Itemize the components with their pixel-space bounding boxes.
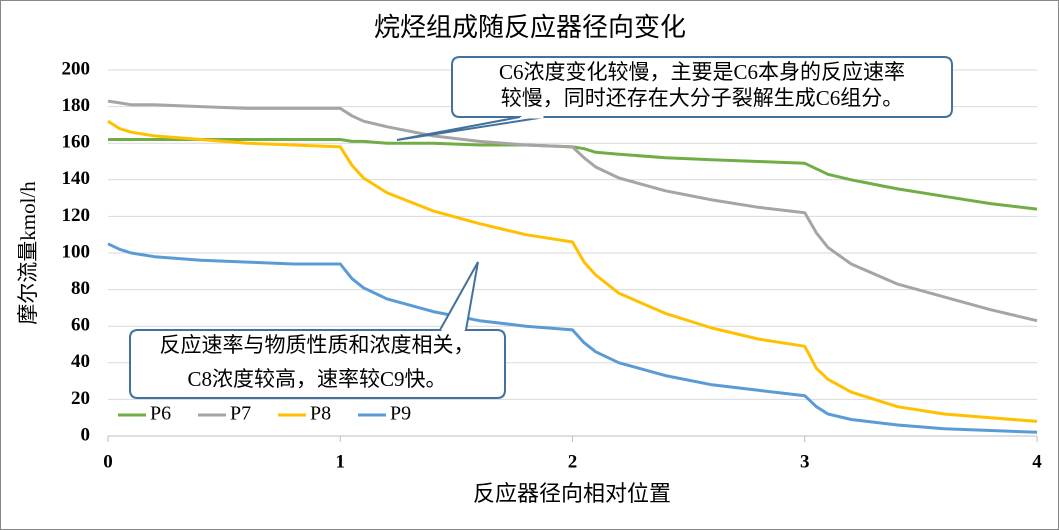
x-tick-label: 4: [1032, 451, 1042, 472]
legend-label: P8: [310, 403, 331, 425]
x-tick-label: 1: [336, 451, 346, 472]
y-tick-label: 200: [62, 58, 91, 79]
callout-pointer: [439, 261, 479, 331]
annotation-text: 反应速率与物质性质和浓度相关，: [160, 333, 475, 357]
callout: C6浓度变化较慢，主要是C6本身的反应速率较慢，同时还存在大分子裂解生成C6组分…: [396, 56, 953, 141]
callout: 反应速率与物质性质和浓度相关， C8浓度较高，速率较C9快。: [129, 261, 506, 399]
callout-box: [451, 56, 953, 118]
callout-pointer: [396, 116, 546, 141]
y-tick-label: 180: [62, 95, 91, 116]
y-tick-label: 120: [62, 205, 91, 226]
y-tick-label: 20: [71, 388, 90, 409]
x-tick-label: 2: [568, 451, 578, 472]
y-axis-label: 摩尔流量kmol/h: [16, 181, 40, 325]
line-series: [107, 242, 1038, 434]
y-tick-label: 0: [81, 424, 91, 445]
legend-label: P9: [390, 403, 411, 425]
legend-label: P7: [230, 403, 251, 425]
y-tick-label: 160: [62, 132, 91, 153]
annotation-text: 较慢，同时还存在大分子裂解生成C6组分。: [501, 86, 904, 110]
x-tick-label: 0: [103, 451, 113, 472]
chart-title: 烷烃组成随反应器径向变化: [374, 13, 686, 42]
x-axis-label: 反应器径向相对位置: [473, 481, 671, 506]
y-tick-label: 140: [62, 168, 91, 189]
y-tick-label: 80: [71, 278, 90, 299]
legend-label: P6: [150, 403, 171, 425]
x-tick-label: 3: [800, 451, 810, 472]
line-series: [107, 119, 1038, 423]
callout-box: [129, 329, 506, 399]
annotation-text: C8浓度较高，速率较C9快。: [187, 367, 446, 391]
y-tick-label: 60: [71, 315, 90, 336]
y-tick-label: 40: [71, 351, 90, 372]
annotation-text: C6浓度变化较慢，主要是C6本身的反应速率: [499, 60, 905, 84]
y-tick-label: 100: [62, 241, 91, 262]
line-series: [107, 99, 1038, 323]
